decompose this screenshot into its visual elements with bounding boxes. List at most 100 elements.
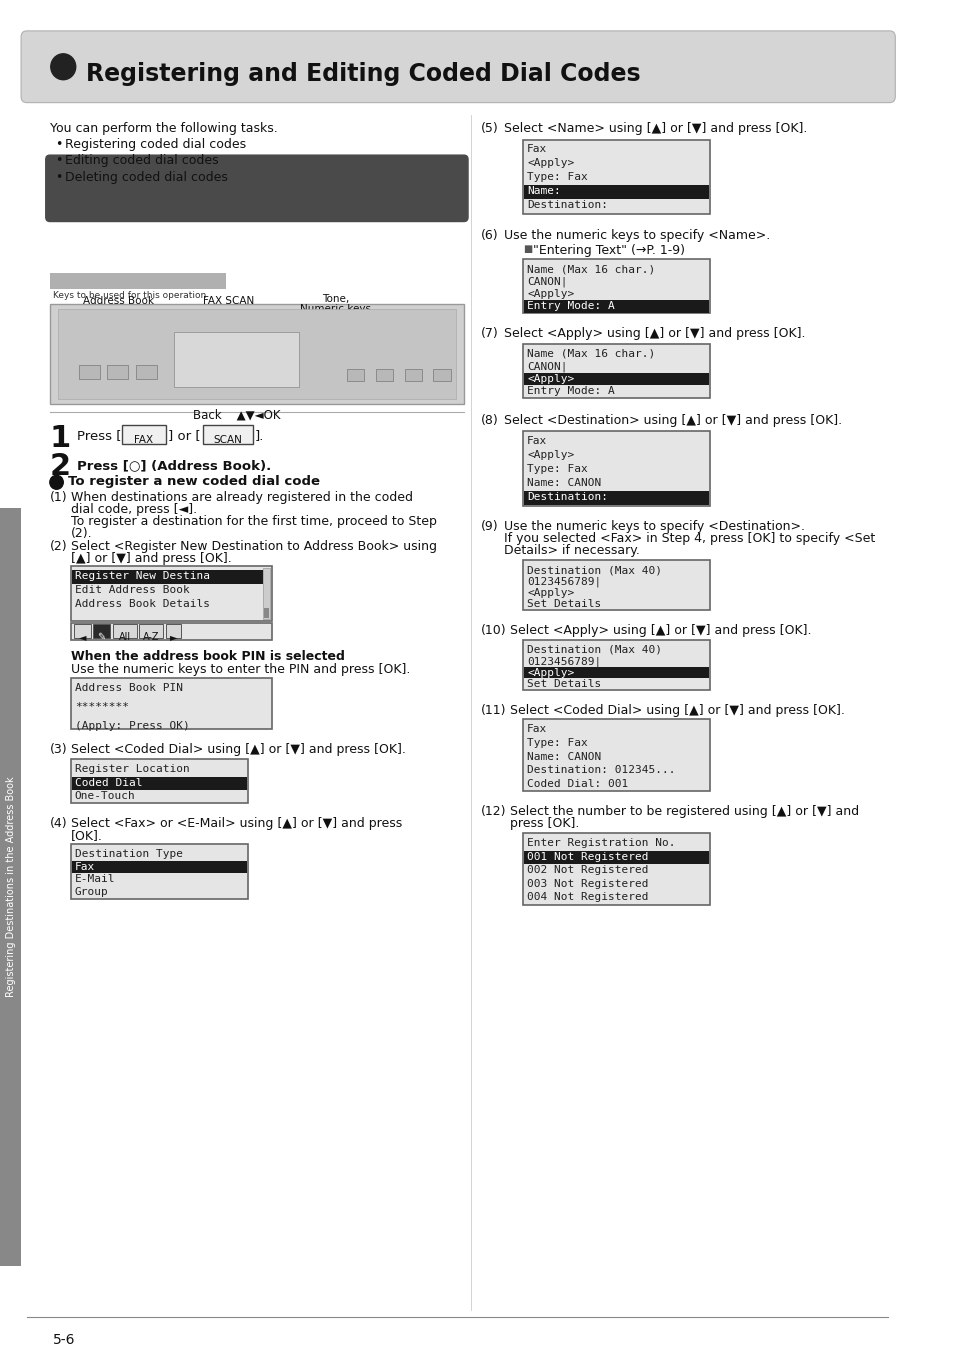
Text: ◄: ◄: [78, 632, 86, 641]
Bar: [524, 667, 709, 678]
Text: <Apply>: <Apply>: [527, 451, 574, 460]
Text: Type: Fax: Type: Fax: [527, 464, 587, 474]
Text: Name (Max 16 char.): Name (Max 16 char.): [527, 265, 655, 274]
Text: <Apply>: <Apply>: [527, 587, 574, 598]
Text: Press [: Press [: [76, 429, 121, 443]
FancyBboxPatch shape: [74, 624, 91, 639]
Text: ].: ].: [254, 429, 264, 443]
Bar: [71, 566, 272, 621]
Bar: [523, 833, 710, 905]
Text: Select <Coded Dial> using [▲] or [▼] and press [OK].: Select <Coded Dial> using [▲] or [▼] and…: [510, 703, 844, 717]
Text: E-Mail: E-Mail: [74, 875, 115, 884]
Text: (8): (8): [480, 413, 498, 427]
Text: ********: ********: [74, 702, 129, 711]
Text: [▲] or [▼] and press [OK].: [▲] or [▼] and press [OK].: [71, 552, 232, 566]
Text: Coded Dial: Coded Dial: [74, 778, 142, 787]
Bar: [523, 432, 710, 506]
Text: Enter Registration No.: Enter Registration No.: [527, 838, 675, 848]
Bar: [262, 568, 270, 618]
Text: Select <Destination> using [▲] or [▼] and press [OK].: Select <Destination> using [▲] or [▼] an…: [504, 413, 841, 427]
Bar: [523, 560, 710, 610]
FancyBboxPatch shape: [139, 624, 163, 639]
Text: Registering and Editing from the: Registering and Editing from the: [63, 228, 344, 243]
Bar: [433, 369, 450, 381]
Text: "Entering Text" (→P. 1-9): "Entering Text" (→P. 1-9): [533, 244, 684, 256]
Bar: [50, 304, 463, 404]
Text: Set Details: Set Details: [527, 599, 600, 609]
Bar: [524, 491, 709, 505]
Text: <Apply>: <Apply>: [527, 158, 574, 169]
Text: Name: CANON: Name: CANON: [527, 478, 600, 489]
Bar: [174, 332, 298, 386]
Text: Destination (Max 40): Destination (Max 40): [527, 566, 661, 575]
Text: Address Book Details: Address Book Details: [74, 599, 210, 609]
Text: Destination:: Destination:: [527, 493, 608, 502]
Text: Editing coded dial codes: Editing coded dial codes: [65, 154, 218, 167]
Text: Select <Apply> using [▲] or [▼] and press [OK].: Select <Apply> using [▲] or [▼] and pres…: [510, 624, 811, 637]
Text: ] or [: ] or [: [168, 429, 200, 443]
Text: (Apply: Press OK): (Apply: Press OK): [74, 721, 190, 730]
Text: 0123456789|: 0123456789|: [527, 576, 600, 587]
Text: CANON|: CANON|: [527, 277, 567, 288]
Text: Registering and Editing Coded Dial Codes: Registering and Editing Coded Dial Codes: [86, 62, 640, 86]
Text: Fax: Fax: [527, 144, 547, 154]
Text: 001 Not Registered: 001 Not Registered: [527, 852, 648, 861]
Text: (4): (4): [50, 817, 68, 830]
Text: press [OK].: press [OK].: [510, 817, 578, 830]
Text: CANON|: CANON|: [527, 362, 567, 371]
Bar: [136, 364, 157, 378]
Circle shape: [50, 475, 63, 489]
Bar: [347, 369, 364, 381]
Bar: [263, 608, 269, 618]
Text: When the address book PIN is selected: When the address book PIN is selected: [71, 649, 344, 663]
Bar: [404, 369, 421, 381]
Text: <Apply>: <Apply>: [527, 374, 574, 383]
Bar: [0, 508, 21, 1265]
Text: 2: 2: [50, 452, 71, 482]
Bar: [524, 373, 709, 385]
Text: Destination (Max 40): Destination (Max 40): [527, 645, 661, 655]
Text: Press [○] (Address Book).: Press [○] (Address Book).: [76, 459, 271, 472]
FancyBboxPatch shape: [203, 425, 253, 444]
Text: Edit Address Book: Edit Address Book: [74, 585, 190, 595]
Text: 0123456789|: 0123456789|: [527, 656, 600, 667]
Text: Fax: Fax: [74, 861, 95, 872]
Text: <Apply>: <Apply>: [527, 289, 574, 298]
Bar: [78, 364, 99, 378]
Text: •: •: [55, 154, 63, 167]
Text: (2): (2): [50, 540, 68, 553]
Bar: [524, 301, 709, 313]
Bar: [71, 861, 247, 873]
Text: 1: 1: [50, 424, 71, 452]
Text: Coded Dial: 001: Coded Dial: 001: [527, 779, 628, 788]
Text: Operation Panel: Operation Panel: [63, 246, 202, 261]
Text: 003 Not Registered: 003 Not Registered: [527, 879, 648, 888]
Text: Details> if necessary.: Details> if necessary.: [504, 544, 639, 558]
Text: Name:: Name:: [527, 186, 560, 196]
Text: If you selected <Fax> in Step 4, press [OK] to specify <Set: If you selected <Fax> in Step 4, press […: [504, 532, 875, 545]
Bar: [71, 570, 262, 585]
Text: Address Book PIN: Address Book PIN: [74, 683, 183, 693]
Text: Type: Fax: Type: Fax: [527, 738, 587, 748]
Text: A-Z: A-Z: [143, 632, 159, 641]
Text: <Apply>: <Apply>: [527, 668, 574, 678]
Bar: [71, 759, 248, 803]
Text: Use the numeric keys to specify <Destination>.: Use the numeric keys to specify <Destina…: [504, 520, 804, 533]
Bar: [523, 640, 710, 690]
Text: Tone,: Tone,: [321, 294, 349, 304]
Text: (6): (6): [480, 230, 498, 242]
Text: You can perform the following tasks.: You can perform the following tasks.: [50, 122, 277, 135]
Text: (9): (9): [480, 520, 498, 533]
Text: Back    ▲▼◄OK: Back ▲▼◄OK: [193, 409, 280, 421]
Text: 004 Not Registered: 004 Not Registered: [527, 892, 648, 902]
Text: SCAN: SCAN: [213, 436, 242, 446]
Text: 5-6: 5-6: [52, 1334, 75, 1347]
Text: Type: Fax: Type: Fax: [527, 173, 587, 182]
Text: Group: Group: [74, 887, 109, 898]
Bar: [71, 678, 272, 729]
Text: (5): (5): [480, 122, 498, 135]
Text: Registering coded dial codes: Registering coded dial codes: [65, 138, 246, 150]
Text: (1): (1): [50, 491, 68, 505]
Bar: [375, 369, 393, 381]
Text: Entry Mode: A: Entry Mode: A: [527, 301, 615, 312]
